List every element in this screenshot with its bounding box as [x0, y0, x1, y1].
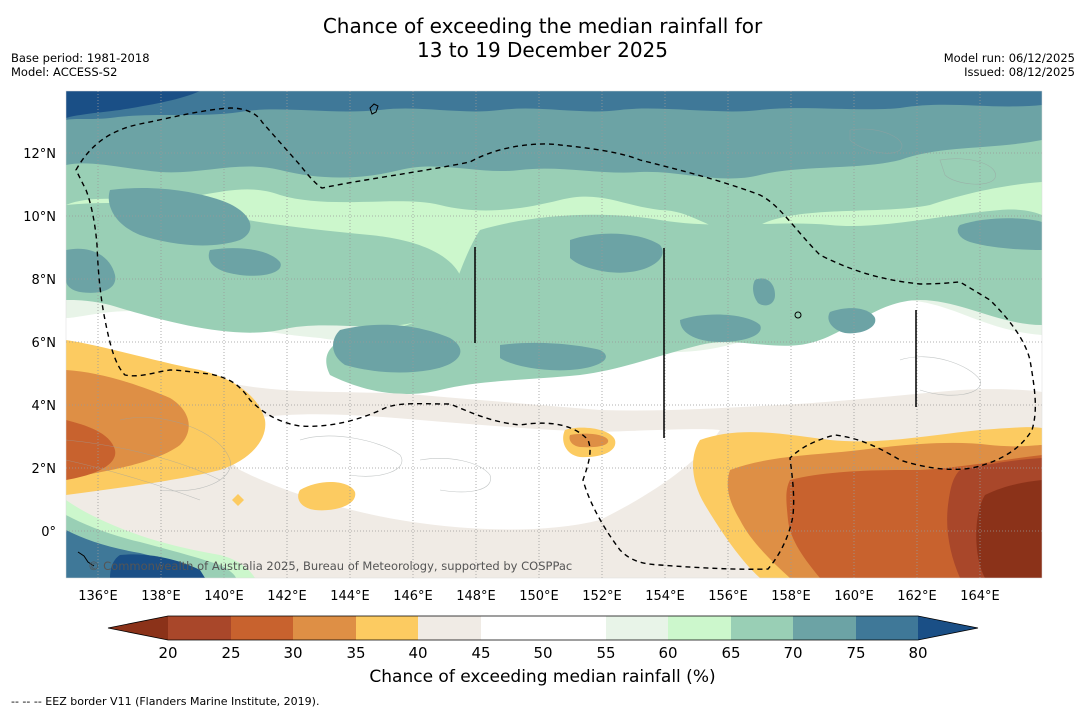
lat-label: 2°N: [32, 462, 57, 477]
colorbar-tick: 75: [846, 644, 865, 662]
lon-label: 158°E: [771, 589, 811, 604]
lat-label: 0°: [41, 525, 56, 540]
colorbar: 20 25 30 35 40 45 50 55 60 65 70 75 80: [107, 615, 979, 662]
colorbar-tick: 50: [533, 644, 552, 662]
colorbar-swatch: [668, 616, 731, 640]
lon-label: 142°E: [267, 589, 307, 604]
colorbar-tick: 35: [346, 644, 365, 662]
colorbar-swatch: [356, 616, 418, 640]
boundary-lines: [474, 247, 917, 438]
lon-label: 154°E: [645, 589, 685, 604]
meta-left: Base period: 1981-2018 Model: ACCESS-S2: [11, 51, 150, 79]
colorbar-tick: 70: [783, 644, 802, 662]
lon-axis: 136°E 138°E 140°E 142°E 144°E 146°E 148°…: [78, 589, 1000, 604]
colorbar-max-arrow: [918, 616, 978, 640]
colorbar-min-arrow: [108, 616, 168, 640]
colorbar-swatch: [168, 616, 231, 640]
colorbar-tick: 30: [283, 644, 302, 662]
title-line-1: Chance of exceeding the median rainfall …: [322, 14, 763, 38]
lon-label: 138°E: [141, 589, 181, 604]
colorbar-tick: 60: [658, 644, 677, 662]
colorbar-tick: 55: [596, 644, 615, 662]
colorbar-swatch: [543, 616, 606, 640]
colorbar-tick: 40: [408, 644, 427, 662]
colorbar-swatch: [793, 616, 856, 640]
lon-label: 156°E: [708, 589, 748, 604]
lon-label: 150°E: [519, 589, 559, 604]
map-area: © Commonwealth of Australia 2025, Bureau…: [66, 91, 1042, 578]
lat-label: 8°N: [32, 273, 57, 288]
islands: [77, 103, 802, 567]
lon-label: 146°E: [393, 589, 433, 604]
colorbar-tick: 65: [721, 644, 740, 662]
colorbar-tick: 20: [158, 644, 177, 662]
lat-label: 12°N: [23, 147, 56, 162]
colorbar-swatch: [418, 616, 481, 640]
title-line-2: 13 to 19 December 2025: [416, 38, 668, 62]
meta-right: Model run: 06/12/2025 Issued: 08/12/2025: [944, 51, 1075, 79]
lat-label: 4°N: [32, 399, 57, 414]
colorbar-swatch: [856, 616, 918, 640]
colorbar-swatch: [293, 616, 356, 640]
colorbar-tick: 80: [908, 644, 927, 662]
model-run: Model run: 06/12/2025: [943, 51, 1075, 65]
colorbar-swatch: [231, 616, 293, 640]
colorbar-tick: 45: [471, 644, 490, 662]
eez-footnote: -- -- -- EEZ border V11 (Flanders Marine…: [11, 695, 320, 708]
colorbar-label: Chance of exceeding median rainfall (%): [369, 667, 716, 687]
map-title: Chance of exceeding the median rainfall …: [0, 14, 1085, 62]
issued-date: Issued: 08/12/2025: [964, 65, 1075, 79]
lon-label: 144°E: [330, 589, 370, 604]
lon-label: 162°E: [897, 589, 937, 604]
copyright-text: © Commonwealth of Australia 2025, Bureau…: [88, 559, 572, 573]
colorbar-swatch: [606, 616, 668, 640]
lon-label: 136°E: [78, 589, 118, 604]
model-name: Model: ACCESS-S2: [11, 65, 118, 79]
lon-label: 152°E: [582, 589, 622, 604]
lat-label: 6°N: [32, 336, 57, 351]
lon-label: 148°E: [456, 589, 496, 604]
lon-label: 164°E: [960, 589, 1000, 604]
colorbar-swatch: [731, 616, 793, 640]
lat-label: 10°N: [23, 210, 56, 225]
lon-label: 140°E: [204, 589, 244, 604]
base-period: Base period: 1981-2018: [11, 51, 150, 65]
colorbar-tick: 25: [221, 644, 240, 662]
colorbar-swatch: [481, 616, 543, 640]
lat-axis: 12°N 10°N 8°N 6°N 4°N 2°N 0°: [23, 147, 56, 540]
lon-label: 160°E: [834, 589, 874, 604]
